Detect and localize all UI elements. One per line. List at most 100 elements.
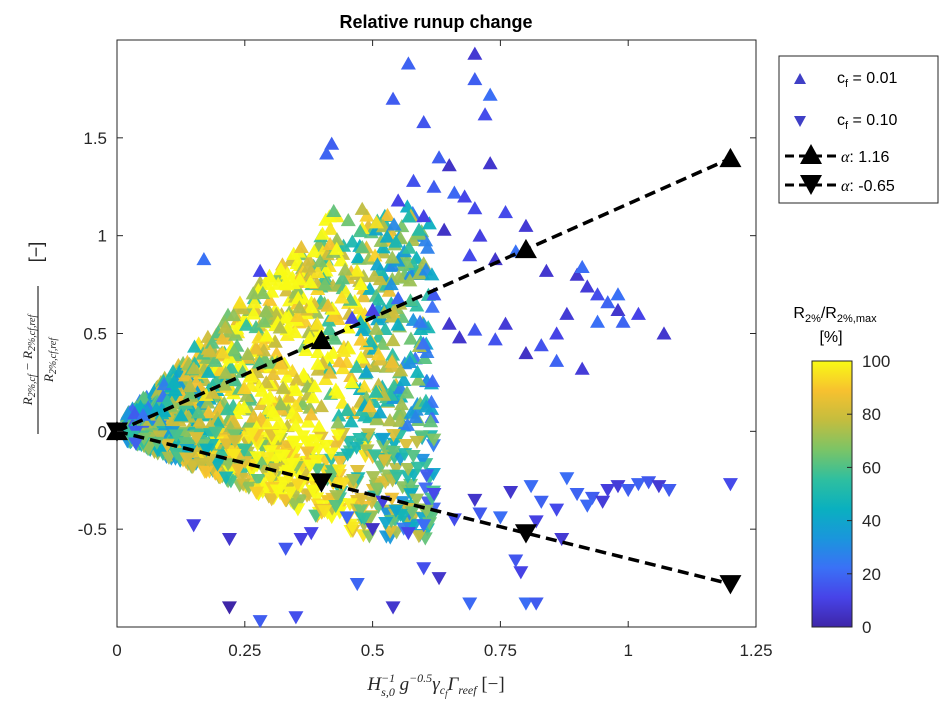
scatter-point-cf010 (404, 506, 420, 520)
scatter-point-cf001 (321, 321, 337, 335)
colorbar-tick-label: 80 (862, 405, 881, 424)
scatter-point-cf010 (344, 521, 360, 535)
scatter-point-cf001 (424, 267, 440, 281)
scatter-point-cf001 (411, 222, 427, 236)
scatter-point-cf010 (262, 445, 278, 459)
scatter-point-cf001 (498, 205, 514, 219)
scatter-point-cf001 (290, 290, 306, 305)
scatter-point-cf001 (267, 334, 283, 348)
scatter-point-cf001 (339, 402, 355, 417)
fit-marker-alpha-neg (514, 524, 537, 544)
scatter-point-cf001 (343, 368, 359, 382)
scatter-point-cf010 (331, 464, 347, 478)
scatter-point-cf010 (285, 436, 301, 450)
scatter-point-cf001 (240, 346, 256, 361)
scatter-point-cf010 (177, 437, 193, 451)
scatter-point-cf010 (278, 542, 294, 556)
scatter-point-cf001 (275, 380, 291, 394)
scatter-point-cf010 (125, 430, 141, 444)
scatter-point-cf001 (256, 314, 272, 328)
scatter-point-cf001 (390, 291, 406, 305)
scatter-point-cf001 (518, 345, 534, 360)
scatter-point-cf010 (230, 463, 246, 477)
scatter-point-cf001 (200, 395, 216, 409)
scatter-point-cf001 (238, 317, 254, 331)
scatter-point-cf001 (303, 407, 319, 421)
scatter-point-cf010 (309, 463, 325, 477)
scatter-point-cf010 (419, 469, 435, 483)
fit-marker-alpha-pos (514, 238, 537, 259)
scatter-point-cf010 (426, 487, 442, 502)
scatter-point-cf001 (371, 292, 387, 306)
scatter-point-cf001 (209, 410, 225, 424)
scatter-point-cf010 (349, 577, 365, 592)
scatter-point-cf001 (302, 330, 318, 344)
scatter-point-cf010 (523, 480, 539, 494)
scatter-point-cf010 (202, 454, 218, 468)
scatter-point-cf001 (327, 331, 343, 345)
fit-marker-alpha-neg (719, 575, 742, 595)
scatter-point-cf001 (232, 295, 248, 309)
scatter-point-cf010 (426, 433, 442, 447)
scatter-point-cf001 (246, 306, 262, 320)
scatter-point-cf010 (299, 446, 315, 460)
scatter-point-cf001 (426, 287, 442, 301)
scatter-point-cf001 (400, 56, 416, 70)
scatter-point-cf001 (610, 302, 626, 317)
legend-label-cf010: cf = 0.10 (837, 112, 898, 132)
scatter-point-cf001 (482, 156, 498, 170)
scatter-point-cf001 (272, 356, 288, 370)
scatter-point-cf001 (252, 263, 268, 277)
legend: cf = 0.01 cf = 0.10 α: 1.16 α: -0.65 (778, 55, 939, 204)
scatter-point-cf010 (241, 481, 257, 495)
scatter-point-cf010 (533, 495, 549, 509)
scatter-point-cf001 (217, 320, 233, 334)
scatter-point-cf001 (151, 415, 167, 429)
scatter-point-cf010 (249, 451, 265, 465)
scatter-point-cf001 (372, 405, 388, 419)
axis-ticks: 0 0.25 0.5 0.75 1 1.25 -0.5 0 0.5 1 1.5 (78, 40, 773, 660)
scatter-point-cf001 (329, 241, 345, 255)
scatter-point-cf001 (340, 212, 356, 227)
scatter-point-cf010 (272, 449, 288, 463)
scatter-point-cf001 (421, 216, 437, 230)
scatter-point-cf010 (282, 486, 298, 500)
scatter-point-cf001 (291, 300, 307, 314)
scatter-point-cf001 (328, 382, 344, 396)
scatter-point-cf001 (305, 390, 321, 404)
scatter-point-cf001 (289, 410, 305, 424)
scatter-point-cf010 (388, 462, 404, 477)
scatter-point-cf010 (264, 493, 280, 507)
scatter-point-cf001 (630, 306, 646, 320)
legend-label-alpha-neg: α: -0.65 (841, 178, 895, 195)
scatter-point-cf001 (226, 307, 242, 322)
scatter-point-cf001 (392, 413, 408, 427)
scatter-point-cf010 (193, 458, 209, 472)
scatter-point-cf001 (326, 203, 342, 217)
scatter-point-cf010 (335, 477, 351, 491)
scatter-point-cf001 (167, 382, 183, 396)
scatter-point-cf001 (467, 46, 483, 60)
scatter-point-cf010 (288, 611, 304, 625)
scatter-point-cf001 (306, 244, 322, 258)
scatter-point-cf010 (365, 523, 381, 537)
x-axis-label: H−1 s,0 g−0.5γcfΓreef [−] (366, 671, 504, 699)
scatter-point-cf010 (620, 484, 636, 498)
scatter-point-cf010 (416, 562, 432, 576)
scatter-point-cf001 (204, 335, 220, 349)
scatter-point-cf001 (222, 350, 238, 364)
scatter-point-cf001 (410, 372, 426, 386)
scatter-point-cf001 (201, 405, 217, 419)
scatter-point-cf001 (375, 336, 391, 350)
scatter-point-cf001 (156, 404, 172, 418)
scatter-point-cf010 (389, 469, 405, 483)
scatter-point-cf001 (336, 343, 352, 357)
scatter-point-cf001 (356, 289, 372, 303)
scatter-point-cf001 (200, 364, 216, 378)
scatter-point-cf010 (189, 432, 205, 446)
scatter-point-cf001 (407, 410, 423, 424)
scatter-point-cf001 (325, 308, 341, 322)
scatter-point-cf010 (324, 469, 340, 483)
scatter-point-cf010 (318, 439, 334, 454)
scatter-point-cf010 (554, 532, 570, 547)
